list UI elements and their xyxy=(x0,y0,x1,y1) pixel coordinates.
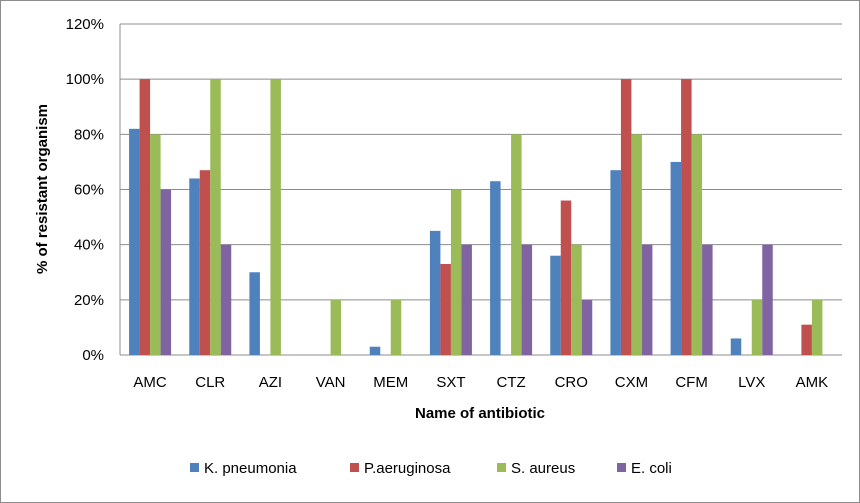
bar xyxy=(631,134,642,355)
x-tick-label: CTZ xyxy=(496,374,525,391)
y-tick-label: 80% xyxy=(74,126,104,143)
bar xyxy=(550,255,561,355)
gridlines xyxy=(119,23,842,356)
bar xyxy=(730,338,742,355)
bar xyxy=(681,79,692,356)
y-tick-label: 0% xyxy=(82,347,104,364)
bar xyxy=(429,230,441,355)
x-tick-label: CFM xyxy=(675,374,708,391)
legend-swatch xyxy=(617,463,626,472)
x-tick-label: CLR xyxy=(195,374,225,391)
legend-label: K. pneumonia xyxy=(204,460,297,477)
bar xyxy=(610,170,621,355)
bar xyxy=(129,128,140,355)
bar xyxy=(139,79,151,356)
bar xyxy=(330,299,342,355)
bar xyxy=(620,79,632,356)
legend: K. pneumonia P.aeruginosa S. aureus E. coli xyxy=(190,460,672,477)
bar xyxy=(369,346,381,355)
bar xyxy=(150,134,161,355)
legend-swatch xyxy=(190,463,199,472)
bar xyxy=(641,244,653,355)
x-tick-label: AMK xyxy=(796,374,829,391)
x-tick-label: AMC xyxy=(133,374,167,391)
bar xyxy=(702,244,713,355)
legend-swatch xyxy=(350,463,359,472)
x-tick-labels: AMC CLR AZI VAN MEM SXT CTZ CRO CXM CFM LVX AMK xyxy=(133,374,828,391)
bar xyxy=(581,299,593,355)
x-tick-label: SXT xyxy=(436,374,465,391)
bar xyxy=(571,244,582,355)
legend-label: P.aeruginosa xyxy=(364,460,451,477)
y-tick-label: 20% xyxy=(74,292,104,309)
bar xyxy=(249,272,260,355)
bar xyxy=(811,299,823,355)
x-tick-label: MEM xyxy=(373,374,408,391)
bar xyxy=(210,79,221,356)
bar xyxy=(670,161,682,355)
bar xyxy=(270,79,281,356)
x-tick-label: AZI xyxy=(259,374,282,391)
bar xyxy=(220,244,232,355)
bar xyxy=(450,189,462,355)
legend-swatch xyxy=(497,463,506,472)
bars xyxy=(129,79,823,356)
y-tick-labels: 0% 20% 40% 60% 80% 100% 120% xyxy=(66,16,104,364)
x-tick-label: LVX xyxy=(738,374,765,391)
bar xyxy=(461,244,472,355)
bar xyxy=(160,189,172,355)
bar xyxy=(521,244,533,355)
bar xyxy=(691,134,703,355)
bar xyxy=(199,170,211,355)
bar xyxy=(189,178,200,355)
bar xyxy=(390,299,402,355)
y-tick-label: 100% xyxy=(66,71,104,88)
x-tick-label: CRO xyxy=(555,374,588,391)
x-tick-label: VAN xyxy=(316,374,346,391)
bar xyxy=(490,181,501,355)
bar xyxy=(751,299,763,355)
legend-label: S. aureus xyxy=(511,460,575,477)
bar xyxy=(440,263,451,355)
x-axis-title: Name of antibiotic xyxy=(415,405,545,422)
y-axis-title: % of resistant organism xyxy=(34,104,51,274)
bar xyxy=(762,244,773,355)
y-tick-label: 40% xyxy=(74,237,104,254)
x-tick-label: CXM xyxy=(615,374,648,391)
bar xyxy=(801,324,812,355)
legend-label: E. coli xyxy=(631,460,672,477)
y-tick-label: 120% xyxy=(66,16,104,33)
bar xyxy=(560,200,572,355)
bar xyxy=(511,134,522,355)
y-tick-label: 60% xyxy=(74,182,104,199)
